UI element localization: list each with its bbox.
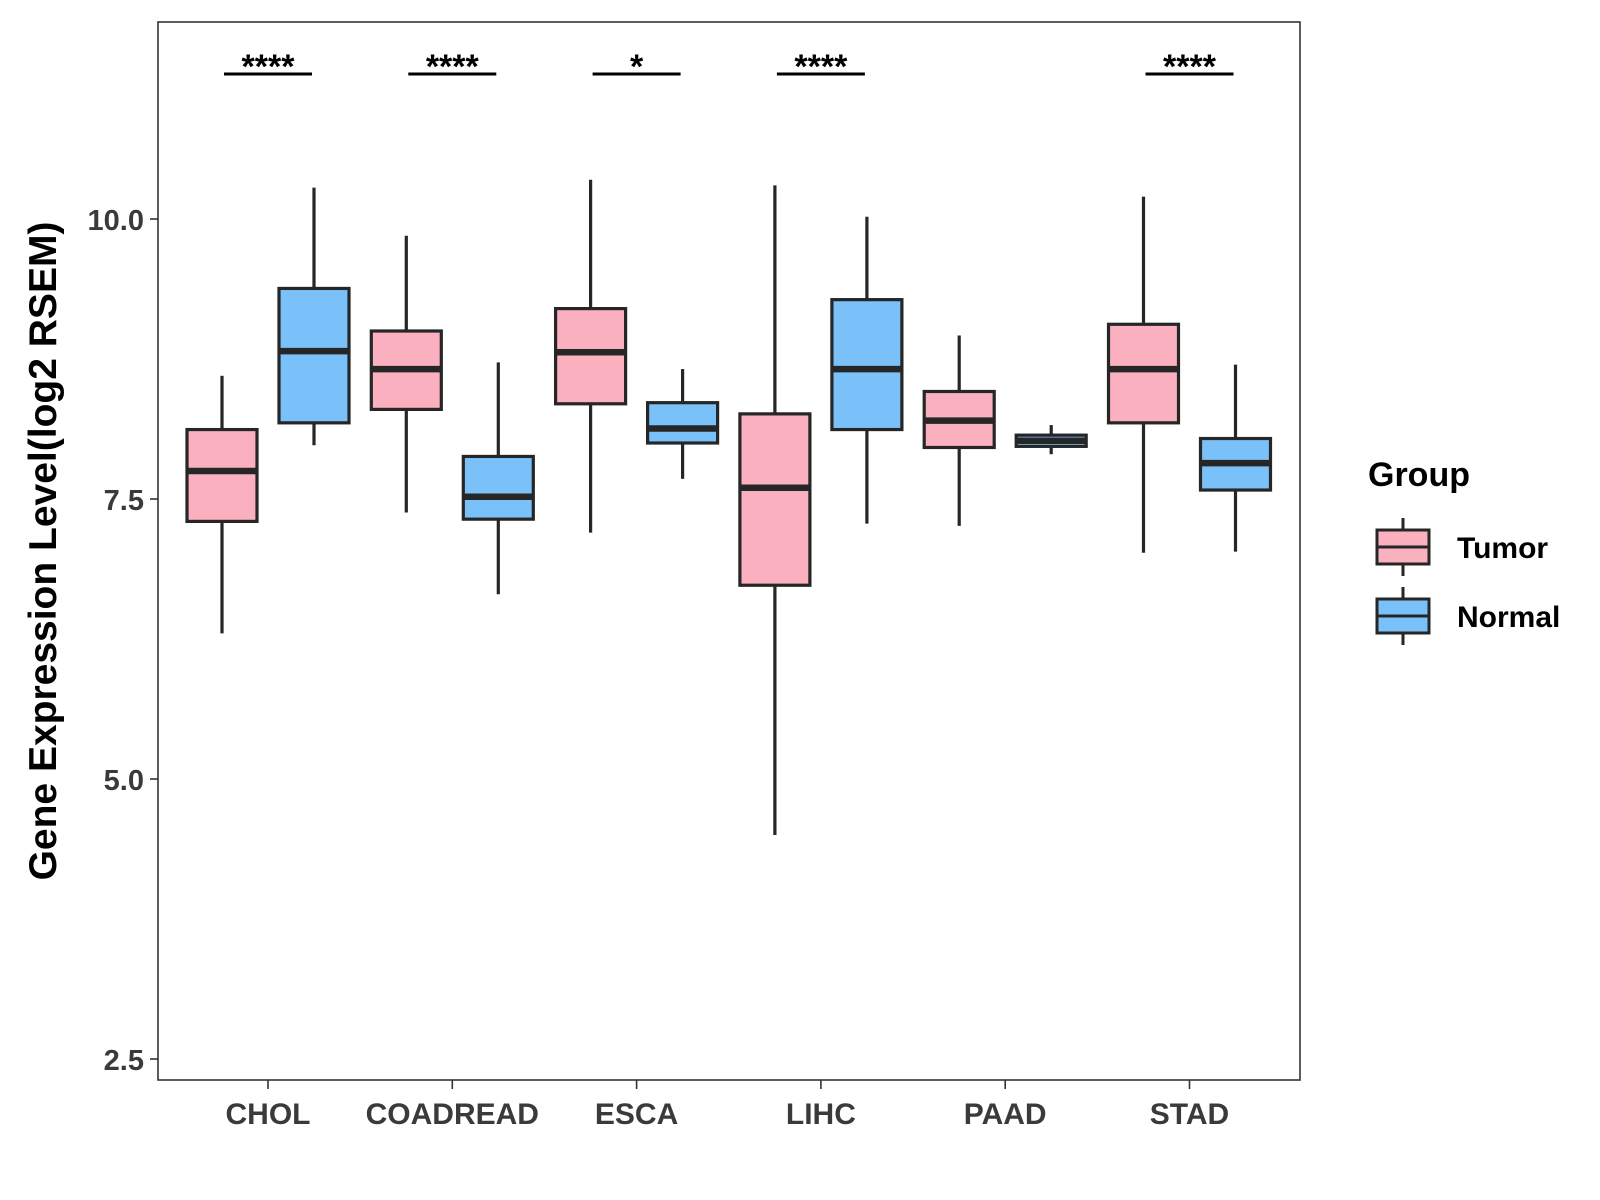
box-tumor-stad <box>1106 196 1181 553</box>
y-tick-label: 5.0 <box>104 765 144 797</box>
box-tumor-esca <box>553 179 628 533</box>
box-iqr <box>553 307 628 406</box>
y-axis: 2.5 5.0 7.5 10.0 <box>88 205 158 1077</box>
box-normal-coadread <box>461 362 535 595</box>
box-iqr <box>830 298 904 432</box>
x-axis: CHOL COADREAD ESCA LIHC PAAD STAD <box>226 1080 1229 1131</box>
box-normal-chol <box>277 187 351 446</box>
x-tick-label: COADREAD <box>366 1098 539 1131</box>
x-tick-label: STAD <box>1150 1098 1229 1131</box>
box-iqr <box>461 454 535 521</box>
x-tick-label: LIHC <box>786 1098 856 1131</box>
legend: Group Tumor Normal <box>1368 456 1560 645</box>
box-tumor-lihc <box>738 185 812 835</box>
box-normal-paad <box>1014 425 1088 455</box>
box-tumor-paad <box>922 335 996 526</box>
legend-label: Tumor <box>1457 532 1548 565</box>
box-tumor-chol <box>185 375 259 634</box>
plot-panel <box>157 21 1301 1081</box>
x-tick-label: PAAD <box>964 1098 1047 1131</box>
significance-label: **** <box>426 48 480 86</box>
box-iqr <box>185 427 259 523</box>
box-normal-stad <box>1198 364 1273 552</box>
legend-label: Normal <box>1457 601 1560 634</box>
legend-title: Group <box>1368 456 1470 494</box>
y-tick-label: 10.0 <box>88 205 144 237</box>
box-iqr <box>1106 322 1181 425</box>
box-iqr <box>645 401 720 445</box>
significance-label: * <box>630 48 644 86</box>
significance-label: **** <box>242 48 296 86</box>
significance-annotations: **** **** * **** **** <box>224 48 1234 86</box>
y-tick-label: 7.5 <box>104 485 144 517</box>
box-iqr <box>738 412 812 587</box>
x-tick-label: ESCA <box>595 1098 678 1131</box>
significance-label: **** <box>794 48 848 86</box>
box-iqr <box>277 286 351 425</box>
box-tumor-coadread <box>369 235 443 513</box>
legend-item-normal: Normal <box>1375 587 1560 645</box>
box-normal-esca <box>645 369 720 479</box>
y-tick-label: 2.5 <box>104 1045 144 1077</box>
legend-item-tumor: Tumor <box>1375 518 1548 576</box>
y-axis-title: Gene Expression Level(log2 RSEM) <box>22 222 65 881</box>
significance-label: **** <box>1163 48 1217 86</box>
x-tick-label: CHOL <box>226 1098 311 1131</box>
box-normal-lihc <box>830 216 904 524</box>
chart-marks <box>185 179 1273 835</box>
